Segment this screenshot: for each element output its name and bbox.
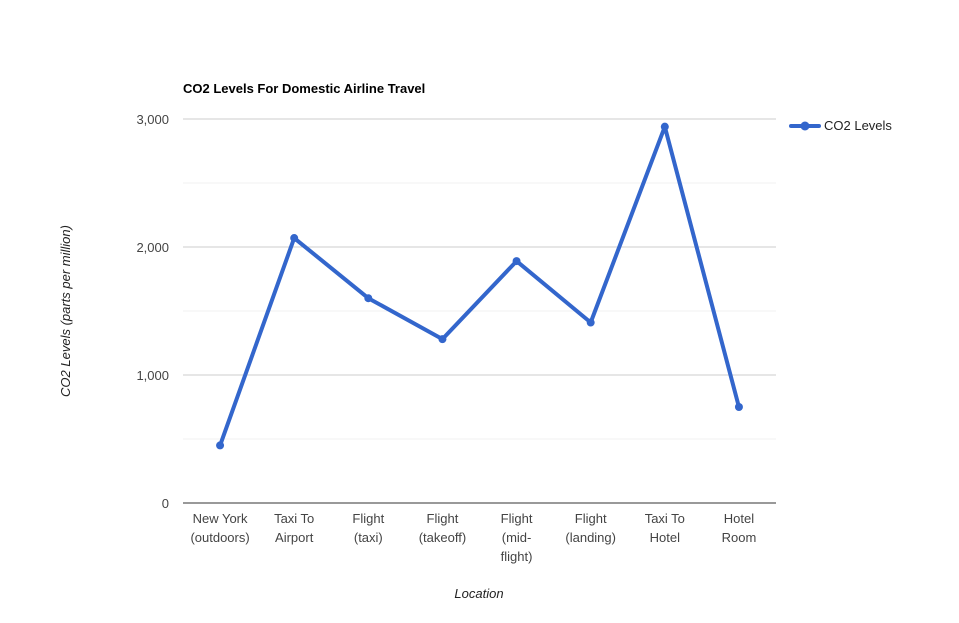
data-point-7 [734,403,743,411]
data-point-0 [216,441,225,450]
series-points [216,122,743,450]
data-point-5 [586,318,595,327]
y-tick-label-3: 3,000 [136,112,169,127]
legend[interactable]: CO2 Levels [789,118,892,133]
y-axis-title: CO2 Levels (parts per million) [58,225,73,397]
x-tick-label-7: Hotel Room [722,511,757,545]
data-point-6 [660,122,669,131]
x-tick-label-1: Taxi To Airport [274,511,314,545]
data-point-4 [512,257,521,266]
x-tick-label-2: Flight (taxi) [352,511,384,545]
chart-title: CO2 Levels For Domestic Airline Travel [183,81,425,96]
x-tick-label-3: Flight (takeoff) [419,511,466,545]
x-tick-label-6: Taxi To Hotel [645,511,685,545]
data-point-2 [364,294,373,303]
x-axis-title: Location [454,586,503,601]
x-tick-label-0: New York (outdoors) [190,511,249,545]
x-tick-label-4: Flight (mid-flight) [501,511,533,564]
series-line-co2-levels [218,124,741,448]
data-point-1 [290,234,299,243]
y-tick-label-0: 0 [162,496,169,511]
y-tick-label-2: 2,000 [136,240,169,255]
x-axis-tick-labels: New York (outdoors) Taxi To Airport Flight (t… [190,511,756,564]
x-tick-label-5: Flight (landing) [565,511,616,545]
gridlines [183,118,776,440]
y-axis-tick-labels: 0 1,000 2,000 3,000 [136,112,169,511]
legend-label-co2-levels: CO2 Levels [824,118,892,133]
y-tick-label-1: 1,000 [136,368,169,383]
data-point-3 [438,335,447,344]
legend-swatch-dot [800,121,810,131]
